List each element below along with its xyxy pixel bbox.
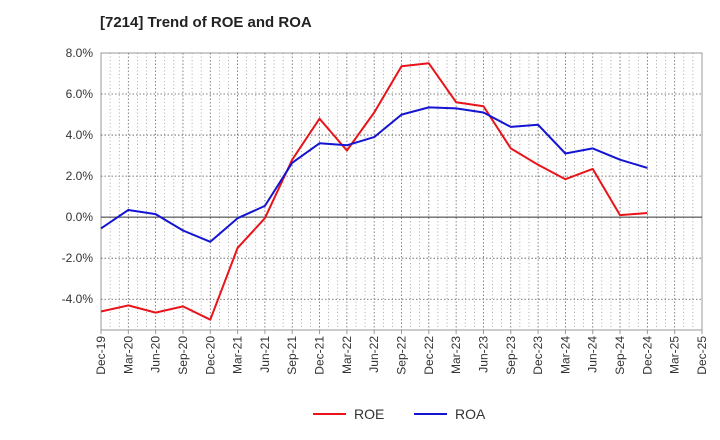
x-tick-label: Sep-21	[285, 336, 299, 375]
legend-label-roe: ROE	[354, 406, 384, 422]
x-tick-label: Jun-23	[476, 336, 490, 373]
y-tick-label: 0.0%	[66, 210, 94, 224]
x-tick-label: Dec-20	[203, 336, 217, 375]
legend-label-roa: ROA	[455, 406, 486, 422]
chart-title: [7214] Trend of ROE and ROA	[100, 14, 312, 31]
x-tick-label: Sep-24	[613, 336, 627, 375]
y-tick-label: 8.0%	[66, 46, 94, 60]
x-tick-label: Dec-21	[313, 336, 327, 375]
series-line-roa	[100, 106, 648, 243]
x-tick-label: Mar-25	[668, 336, 682, 374]
x-tick-label: Jun-21	[258, 336, 272, 373]
y-tick-label: 2.0%	[66, 169, 94, 183]
series-layer	[100, 62, 648, 321]
x-tick-label: Sep-20	[176, 336, 190, 375]
y-tick-label: 6.0%	[66, 87, 94, 101]
x-tick-label: Mar-22	[340, 336, 354, 374]
x-tick-label: Mar-23	[449, 336, 463, 374]
x-tick-label: Dec-25	[695, 336, 709, 375]
x-tick-label: Jun-24	[586, 336, 600, 373]
series-line-roe	[100, 62, 648, 321]
x-tick-label: Sep-22	[395, 336, 409, 375]
x-tick-label: Sep-23	[504, 336, 518, 375]
x-tick-label: Dec-22	[422, 336, 436, 375]
legend: ROE ROA	[313, 406, 486, 422]
y-tick-label: -2.0%	[62, 251, 94, 265]
x-tick-label: Jun-20	[149, 336, 163, 373]
x-tick-label: Jun-22	[367, 336, 381, 373]
x-tick-label: Dec-24	[640, 336, 654, 375]
x-tick-label: Dec-19	[94, 336, 108, 375]
x-tick-label: Mar-24	[558, 336, 572, 374]
y-tick-label: -4.0%	[62, 292, 94, 306]
y-tick-label: 4.0%	[66, 128, 94, 142]
x-tick-label: Dec-23	[531, 336, 545, 375]
grid-layer	[100, 52, 703, 331]
x-tick-label: Mar-20	[121, 336, 135, 374]
axis-layer: 8.0% 6.0% 4.0% 2.0% 0.0% -2.0% -4.0% Dec-19 Mar-…	[62, 46, 709, 375]
x-tick-label: Mar-21	[231, 336, 245, 374]
